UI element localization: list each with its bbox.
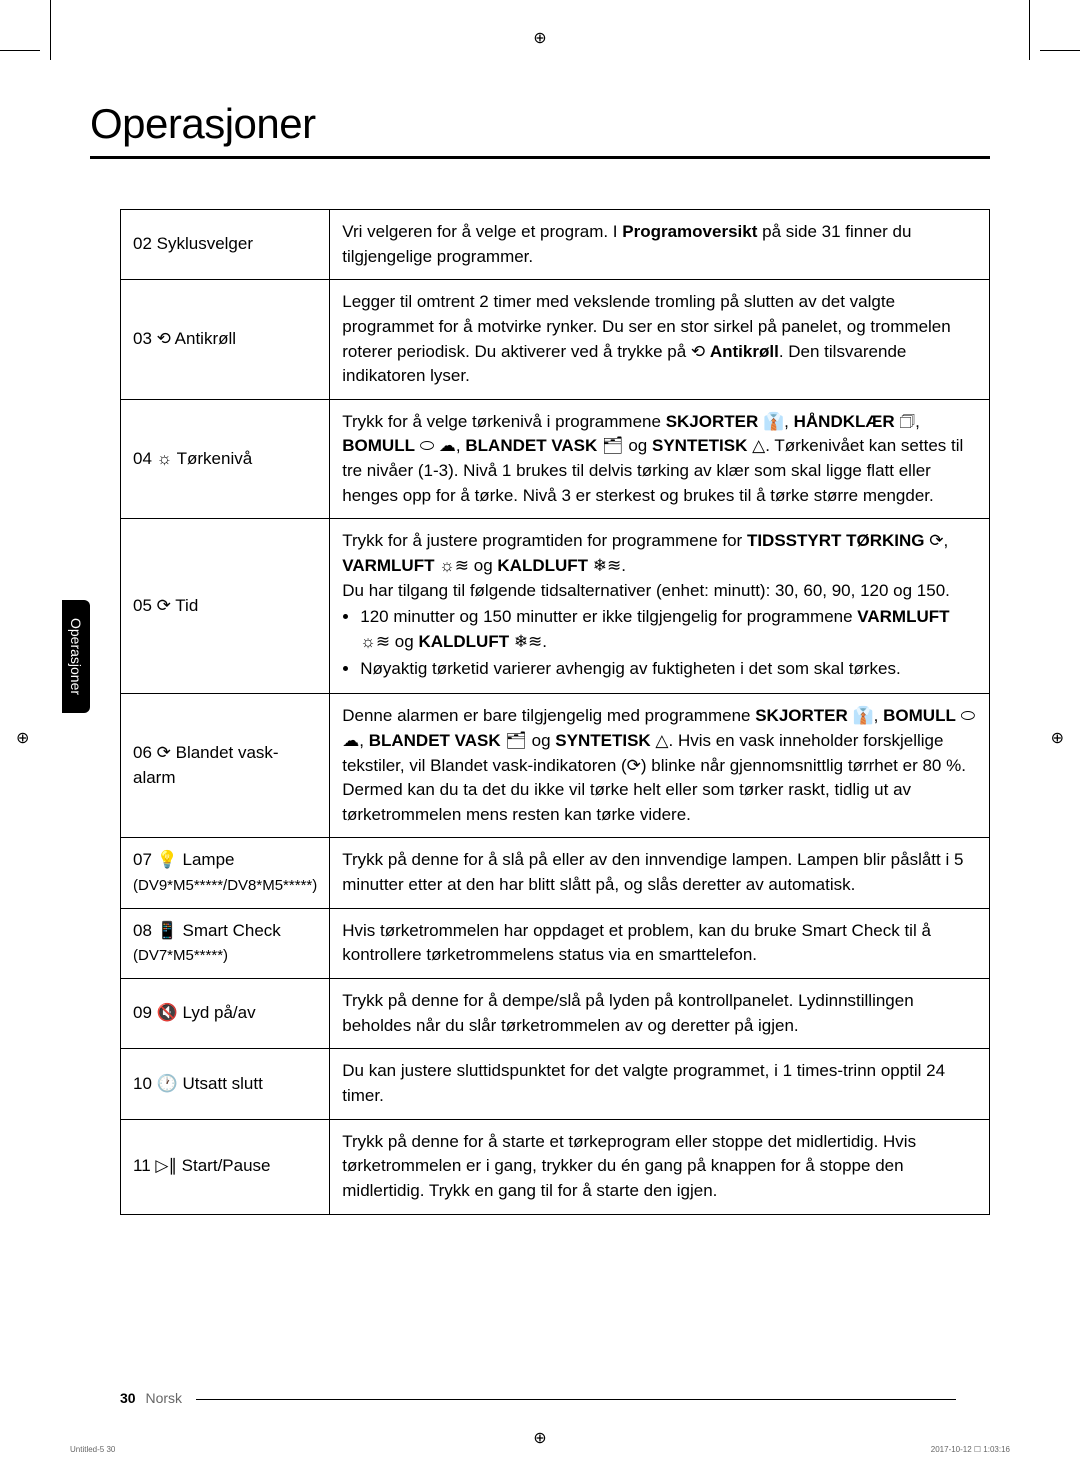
row-description: Trykk på denne for å slå på eller av den… bbox=[330, 838, 990, 908]
operations-table: 02 SyklusvelgerVri velgeren for å velge … bbox=[120, 209, 990, 1215]
row-description: Hvis tørketrommelen har oppdaget et prob… bbox=[330, 908, 990, 978]
table-row: 09 🔇 Lyd på/avTrykk på denne for å dempe… bbox=[121, 979, 990, 1049]
table-row: 02 SyklusvelgerVri velgeren for å velge … bbox=[121, 210, 990, 280]
registration-mark-icon: ⊕ bbox=[1051, 728, 1064, 748]
row-description: Trykk på denne for å dempe/slå på lyden … bbox=[330, 979, 990, 1049]
table-row: 03 ⟲ AntikrøllLegger til omtrent 2 timer… bbox=[121, 280, 990, 400]
row-label: 04 ☼ Tørkenivå bbox=[121, 399, 330, 519]
row-label: 08 📱 Smart Check(DV7*M5*****) bbox=[121, 908, 330, 978]
title-underline bbox=[90, 156, 990, 159]
page-title: Operasjoner bbox=[90, 100, 990, 148]
row-description: Vri velgeren for å velge et program. I P… bbox=[330, 210, 990, 280]
page-language: Norsk bbox=[145, 1390, 182, 1406]
crop-mark bbox=[0, 50, 40, 51]
row-description: Denne alarmen er bare tilgjengelig med p… bbox=[330, 694, 990, 838]
crop-mark bbox=[1029, 0, 1030, 60]
footer-rule bbox=[196, 1399, 956, 1400]
row-description: Legger til omtrent 2 timer med vekslende… bbox=[330, 280, 990, 400]
table-row: 05 ⟳ TidTrykk for å justere programtiden… bbox=[121, 519, 990, 694]
row-label: 02 Syklusvelger bbox=[121, 210, 330, 280]
crop-mark bbox=[1040, 50, 1080, 51]
row-description: Trykk på denne for å starte et tørkeprog… bbox=[330, 1119, 990, 1214]
table-row: 08 📱 Smart Check(DV7*M5*****)Hvis tørket… bbox=[121, 908, 990, 978]
table-row: 10 🕐 Utsatt sluttDu kan justere sluttids… bbox=[121, 1049, 990, 1119]
table-row: 04 ☼ TørkenivåTrykk for å velge tørkeniv… bbox=[121, 399, 990, 519]
table-row: 06 ⟳ Blandet vask-alarmDenne alarmen er … bbox=[121, 694, 990, 838]
page-number: 30 bbox=[120, 1390, 136, 1406]
row-label: 06 ⟳ Blandet vask-alarm bbox=[121, 694, 330, 838]
page-footer: 30 Norsk bbox=[120, 1390, 956, 1406]
doc-timestamp: 2017-10-12 ☐ 1:03:16 bbox=[931, 1445, 1010, 1454]
row-description: Trykk for å velge tørkenivå i programmen… bbox=[330, 399, 990, 519]
row-label: 07 💡 Lampe(DV9*M5*****/DV8*M5*****) bbox=[121, 838, 330, 908]
row-label: 10 🕐 Utsatt slutt bbox=[121, 1049, 330, 1119]
table-row: 07 💡 Lampe(DV9*M5*****/DV8*M5*****)Trykk… bbox=[121, 838, 990, 908]
registration-mark-icon: ⊕ bbox=[16, 728, 29, 748]
side-tab: Operasjoner bbox=[62, 600, 90, 713]
row-label: 11 ▷∥ Start/Pause bbox=[121, 1119, 330, 1214]
doc-id: Untitled-5 30 bbox=[70, 1445, 115, 1454]
registration-mark-icon: ⊕ bbox=[533, 1428, 546, 1448]
table-row: 11 ▷∥ Start/PauseTrykk på denne for å st… bbox=[121, 1119, 990, 1214]
row-label: 03 ⟲ Antikrøll bbox=[121, 280, 330, 400]
row-label: 05 ⟳ Tid bbox=[121, 519, 330, 694]
crop-mark bbox=[50, 0, 51, 60]
row-label: 09 🔇 Lyd på/av bbox=[121, 979, 330, 1049]
row-description: Trykk for å justere programtiden for pro… bbox=[330, 519, 990, 694]
registration-mark-icon: ⊕ bbox=[533, 28, 546, 48]
row-description: Du kan justere sluttidspunktet for det v… bbox=[330, 1049, 990, 1119]
